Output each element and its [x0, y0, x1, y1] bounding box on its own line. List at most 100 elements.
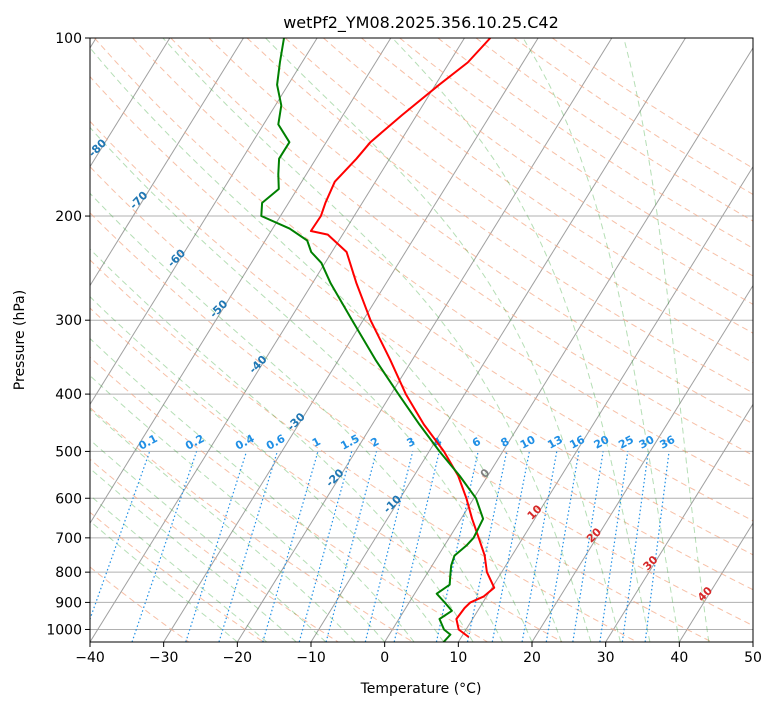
x-tick-label: −40: [75, 650, 105, 666]
dry-adiabat-line: [208, 38, 753, 425]
mixing-ratio-line: [621, 451, 649, 642]
isotherm-line: [90, 38, 465, 642]
mixing-ratio-line: [545, 451, 580, 642]
mixing-ratio-line: [90, 451, 151, 621]
y-tick-label: 100: [55, 31, 82, 47]
dry-adiabat-label: -80: [86, 136, 109, 159]
dry-adiabat-label: -10: [381, 492, 404, 515]
dry-adiabat-label: -30: [285, 410, 308, 433]
moist-adiabat-line: [90, 192, 503, 642]
moist-adiabat-line: [265, 38, 621, 642]
mixing-ratio-line: [599, 451, 629, 642]
mixing-ratio-line: [325, 451, 378, 642]
isotherm-line: [752, 641, 753, 642]
dry-adiabat-line: [90, 120, 753, 591]
dry-adiabat-line: [90, 511, 264, 642]
moist-adiabat-label: 20: [584, 525, 604, 545]
mixing-ratio-line: [262, 451, 319, 642]
isotherm-line: [90, 38, 171, 168]
mixing-ratio-line: [298, 451, 353, 642]
x-axis-ticks: −40 −30 −20 −10 0 10 20 30 40 50: [75, 642, 762, 666]
dry-adiabat-line: [90, 566, 190, 642]
x-axis-label: Temperature (°C): [360, 681, 482, 697]
x-tick-label: 30: [597, 650, 615, 666]
isotherm-line: [90, 38, 392, 525]
temperature-profile-line: [309, 38, 496, 638]
dry-adiabat-line: [90, 75, 753, 556]
isotherm-line: [531, 284, 753, 642]
isotherm-line: [384, 46, 753, 642]
dry-adiabat-label: -90: [43, 87, 66, 110]
dry-adiabat-line: [132, 38, 753, 489]
y-tick-label: 1000: [46, 622, 82, 638]
dry-adiabat-line: [90, 458, 339, 642]
mixing-ratio-label: 25: [616, 433, 636, 452]
dry-adiabat-line: [90, 259, 638, 642]
dry-adiabat-label: -60: [165, 246, 188, 269]
y-tick-label: 200: [55, 209, 82, 225]
dry-adiabat-label: -20: [323, 466, 346, 489]
mixing-ratio-label: 30: [637, 433, 657, 452]
moist-adiabat-line: [392, 38, 651, 642]
isotherm-line: [605, 403, 753, 642]
x-tick-label: −20: [223, 650, 253, 666]
mixing-ratio-label: 1.5: [338, 432, 361, 453]
moist-adiabat-line: [90, 47, 562, 642]
moist-adiabat-line: [90, 439, 327, 642]
dry-adiabat-line: [94, 38, 753, 522]
mixing-ratio-line: [491, 451, 531, 642]
moist-adiabat-line: [90, 296, 445, 642]
dry-adiabat-label: -70: [127, 189, 150, 212]
mixing-ratio-line: [185, 451, 248, 642]
mixing-ratio-label: 13: [545, 433, 565, 452]
x-tick-label: 20: [523, 650, 541, 666]
mixing-ratio-label: 2: [368, 435, 381, 450]
mixing-ratio-label: 0.4: [233, 432, 257, 453]
y-tick-label: 800: [55, 565, 82, 581]
mixing-ratio-label: 0.6: [264, 432, 288, 453]
mixing-ratio-label: 0.1: [136, 432, 159, 453]
mixing-ratio-label: 0.2: [183, 432, 206, 453]
x-tick-label: 50: [744, 650, 762, 666]
moist-adiabat-line: [90, 467, 297, 642]
y-tick-label: 300: [55, 313, 82, 329]
y-tick-label: 600: [55, 491, 82, 507]
moist-adiabat-label: 0: [478, 466, 493, 481]
mixing-ratio-line: [393, 451, 440, 642]
moist-adiabat-line: [90, 520, 238, 642]
mixing-ratio-label: 3: [405, 435, 418, 450]
dry-adiabat-line: [90, 212, 712, 642]
moist-adiabat-line: [162, 38, 592, 642]
isotherm-line: [163, 38, 539, 642]
mixing-ratio-line: [364, 451, 414, 642]
moist-adiabat-line: [90, 494, 268, 642]
dry-adiabat-line: [437, 38, 753, 249]
isotherm-line: [678, 522, 753, 642]
x-tick-label: 10: [449, 650, 467, 666]
mixing-ratio-line: [131, 451, 198, 642]
mixing-ratio-line: [644, 451, 670, 642]
x-tick-label: −30: [149, 650, 179, 666]
dry-adiabat-label: -50: [207, 297, 230, 320]
dry-adiabat-line: [90, 356, 488, 642]
dry-adiabat-line: [90, 406, 414, 642]
moist-adiabat-line: [522, 38, 680, 642]
background-lines: [90, 38, 753, 642]
dry-adiabat-label: -100: [0, 41, 22, 70]
dewpoint-profile-line: [260, 38, 485, 642]
moist-adiabat-label: 10: [525, 502, 545, 522]
moist-adiabat-line: [90, 337, 415, 642]
mixing-ratio-label: 1: [310, 435, 323, 450]
mixing-ratio-line: [572, 451, 604, 642]
x-tick-label: −10: [296, 650, 326, 666]
isotherm-line: [236, 38, 613, 642]
plot-frame: [89, 37, 754, 643]
moist-adiabat-line: [90, 375, 386, 642]
x-tick-label: 0: [380, 650, 389, 666]
moist-adiabat-line: [623, 38, 710, 642]
y-tick-label: 400: [55, 387, 82, 403]
mixing-ratio-label: 20: [592, 433, 612, 452]
moist-adiabat-line: [90, 248, 474, 642]
moist-adiabat-line: [90, 408, 356, 642]
